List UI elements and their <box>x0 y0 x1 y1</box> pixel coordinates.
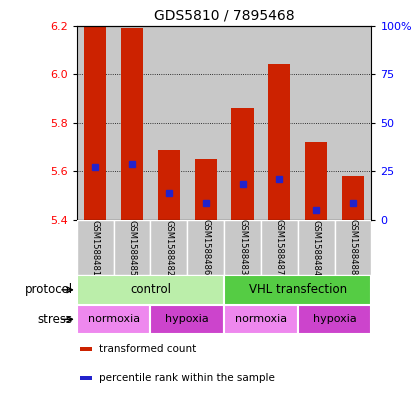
Bar <box>305 142 327 220</box>
Bar <box>224 275 371 305</box>
Bar <box>84 26 106 220</box>
Bar <box>80 347 92 351</box>
Bar <box>151 220 187 275</box>
Bar <box>77 305 151 334</box>
Bar <box>334 220 371 275</box>
Text: normoxia: normoxia <box>88 314 140 324</box>
Bar <box>77 220 114 275</box>
Bar <box>232 108 254 220</box>
Text: GSM1588483: GSM1588483 <box>238 219 247 276</box>
Bar <box>77 26 114 220</box>
Title: GDS5810 / 7895468: GDS5810 / 7895468 <box>154 9 294 23</box>
Text: GSM1588484: GSM1588484 <box>312 220 321 275</box>
Bar <box>334 26 371 220</box>
Text: control: control <box>130 283 171 296</box>
Bar <box>77 275 224 305</box>
Text: hypoxia: hypoxia <box>313 314 356 324</box>
Text: GSM1588482: GSM1588482 <box>164 220 173 275</box>
Text: GSM1588487: GSM1588487 <box>275 219 284 276</box>
Bar <box>151 305 224 334</box>
Bar <box>195 159 217 220</box>
Text: GSM1588486: GSM1588486 <box>201 219 210 276</box>
Text: normoxia: normoxia <box>235 314 287 324</box>
Bar <box>261 26 298 220</box>
Text: GSM1588481: GSM1588481 <box>91 220 100 275</box>
Text: protocol: protocol <box>24 283 73 296</box>
Bar <box>298 220 334 275</box>
Bar <box>269 64 290 220</box>
Bar <box>121 28 143 220</box>
Text: transformed count: transformed count <box>99 344 196 354</box>
Text: stress: stress <box>37 313 73 326</box>
Text: hypoxia: hypoxia <box>166 314 209 324</box>
Text: percentile rank within the sample: percentile rank within the sample <box>99 373 275 383</box>
Bar <box>224 26 261 220</box>
Bar <box>342 176 364 220</box>
Text: GSM1588485: GSM1588485 <box>127 220 137 275</box>
Bar <box>261 220 298 275</box>
Bar <box>224 220 261 275</box>
Text: GSM1588488: GSM1588488 <box>349 219 357 276</box>
Bar <box>80 376 92 380</box>
Bar <box>298 26 334 220</box>
Bar <box>151 26 187 220</box>
Text: VHL transfection: VHL transfection <box>249 283 347 296</box>
Bar <box>158 150 180 220</box>
Bar <box>114 26 151 220</box>
Bar <box>187 220 224 275</box>
Bar <box>187 26 224 220</box>
Bar <box>114 220 151 275</box>
Bar <box>298 305 371 334</box>
Bar <box>224 305 298 334</box>
